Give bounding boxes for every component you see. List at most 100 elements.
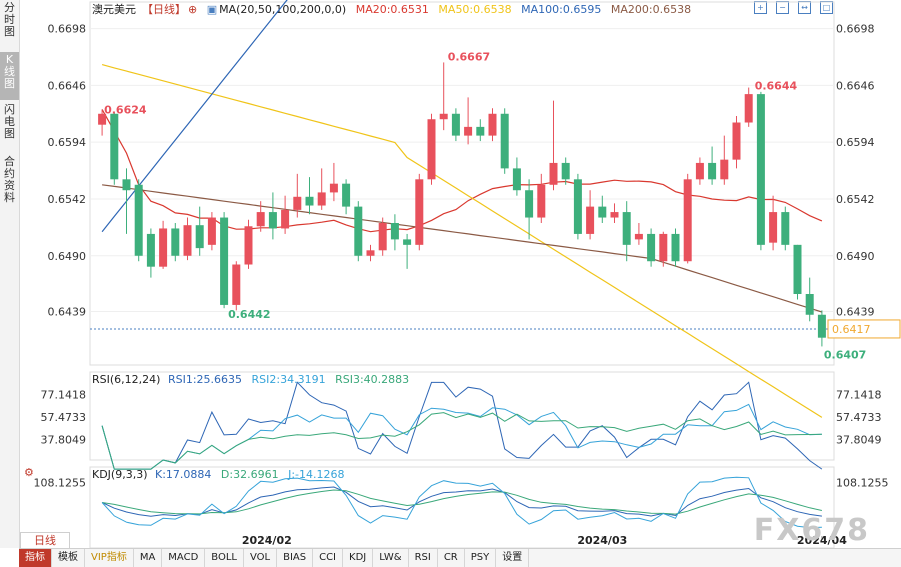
tab-boll[interactable]: BOLL — [205, 549, 244, 567]
y-tick-label-left: 0.6594 — [48, 136, 87, 149]
candle-body — [476, 126, 485, 136]
tab-macd[interactable]: MACD — [162, 549, 206, 567]
tab-cr[interactable]: CR — [438, 549, 465, 567]
candle-body — [525, 190, 534, 218]
candle-body — [207, 217, 216, 245]
y-tick-label-right: 0.6646 — [836, 79, 875, 92]
tab-vol[interactable]: VOL — [244, 549, 278, 567]
candle-body — [488, 113, 497, 136]
y-tick-label-left: 0.6490 — [48, 250, 87, 263]
ma20-value: MA20:0.6531 — [355, 3, 429, 16]
last-price-box — [827, 319, 901, 339]
candle-body — [293, 196, 302, 210]
annotation-high-mar: 0.6667 — [448, 50, 490, 63]
ma200-line — [102, 184, 823, 313]
x-tick-label: 2024/03 — [577, 534, 627, 547]
rsi-header: RSI(6,12,24) RSI1:25.6635 RSI2:34.3191 R… — [92, 373, 415, 387]
y-tick-label-right: 0.6594 — [836, 136, 875, 149]
candle-body — [464, 126, 473, 136]
rsi1-line — [101, 381, 823, 470]
tab-psy[interactable]: PSY — [465, 549, 497, 567]
candle-body — [500, 113, 509, 169]
candle-body — [244, 226, 253, 265]
rsi3-value: RSI3:40.2883 — [335, 373, 410, 386]
tab-ma[interactable]: MA — [134, 549, 163, 567]
candle-body — [415, 179, 424, 245]
kdj-settings-icon: ⚙ — [24, 466, 34, 479]
last-price-label: 0.6417 — [832, 323, 871, 336]
period-tag[interactable]: 【日线】 — [142, 3, 186, 16]
candle-body — [793, 244, 802, 294]
tab-kdj[interactable]: KDJ — [343, 549, 374, 567]
candle-body — [586, 206, 595, 234]
tab-indicators[interactable]: 指标 — [19, 549, 52, 567]
ma-chart-icon[interactable]: ▣ — [206, 3, 218, 16]
candle-body — [329, 183, 338, 193]
x-tick-label: 2024/04 — [797, 534, 847, 547]
rsi3-line — [101, 412, 822, 470]
candle-body — [695, 162, 704, 180]
indicator-tab-bar: 指标 模板 VIP指标 MA MACD BOLL VOL BIAS CCI KD… — [19, 548, 901, 567]
candle-body — [403, 239, 412, 245]
ma100-value: MA100:0.6595 — [521, 3, 602, 16]
tab-time-share[interactable]: 分 时 图 — [4, 1, 15, 38]
candle-body — [305, 196, 314, 206]
tab-rsi[interactable]: RSI — [409, 549, 438, 567]
panel-frame — [89, 371, 835, 461]
tab-kline[interactable]: K 线 图 — [0, 52, 19, 100]
candle-body — [598, 206, 607, 218]
rsi-y-label-left: 57.4733 — [41, 411, 87, 424]
period-selector[interactable]: 日线 — [20, 532, 70, 550]
ma-params: MA(20,50,100,200,0,0) — [219, 3, 347, 16]
candle-body — [378, 223, 387, 251]
candle-body — [512, 168, 521, 191]
candle-body — [171, 228, 180, 256]
candle-body — [268, 212, 277, 229]
y-tick-label-right: 0.6698 — [836, 23, 875, 36]
candle-body — [781, 212, 790, 245]
candle-body — [134, 184, 143, 256]
candle-body — [390, 223, 399, 240]
panel-frame — [89, 466, 835, 548]
ma100-line — [101, 0, 288, 233]
y-tick-label-right: 0.6490 — [836, 250, 875, 263]
candle-body — [573, 179, 582, 234]
kdj-y-label-left: 108.1255 — [34, 477, 87, 490]
rsi-y-label-left: 77.1418 — [41, 389, 87, 402]
candle-body — [805, 294, 814, 315]
candle-body — [561, 162, 570, 180]
tab-contract-info[interactable]: 合 约 资 料 — [4, 155, 15, 204]
candle-body — [183, 225, 192, 256]
candle-body — [683, 179, 692, 262]
tab-cci[interactable]: CCI — [313, 549, 344, 567]
candle-body — [366, 250, 375, 256]
candle-body — [110, 113, 119, 180]
candle-body — [256, 212, 265, 227]
tab-bias[interactable]: BIAS — [277, 549, 314, 567]
candle-body — [195, 225, 204, 249]
tab-flash[interactable]: 闪 电 图 — [4, 103, 15, 140]
candle-body — [317, 192, 326, 206]
chart-area[interactable]: 0.6698 0.6698 0.6646 0.6646 0.6594 0.6594 0.65… — [0, 0, 901, 548]
y-tick-label-left: 0.6439 — [48, 305, 87, 318]
rsi-y-label-right: 37.8049 — [836, 434, 882, 447]
candle-body — [708, 162, 717, 180]
candle-body — [744, 94, 753, 123]
candle-body — [610, 212, 619, 218]
candle-body — [647, 233, 656, 262]
candle-body — [756, 94, 765, 245]
y-tick-label-left: 0.6698 — [48, 23, 87, 36]
tab-lw[interactable]: LW& — [373, 549, 409, 567]
tab-settings[interactable]: 设置 — [496, 549, 530, 567]
y-tick-label-left: 0.6542 — [48, 193, 87, 206]
tab-vip-indicators[interactable]: VIP指标 — [85, 549, 134, 567]
candle-body — [439, 113, 448, 120]
main-header: 澳元美元 【日线】 ⊕ ▣ MA(20,50,100,200,0,0) MA20:0.… — [92, 2, 697, 18]
tab-template[interactable]: 模板 — [52, 549, 85, 567]
toolbar-icons: + − ↔ □ — [754, 1, 833, 14]
rsi-title: RSI(6,12,24) — [92, 373, 161, 386]
kdj-k-value: K:17.0884 — [155, 468, 212, 481]
candle-body — [671, 233, 680, 262]
candle-body — [659, 233, 668, 262]
settings-circle-icon[interactable]: ⊕ — [188, 3, 198, 16]
